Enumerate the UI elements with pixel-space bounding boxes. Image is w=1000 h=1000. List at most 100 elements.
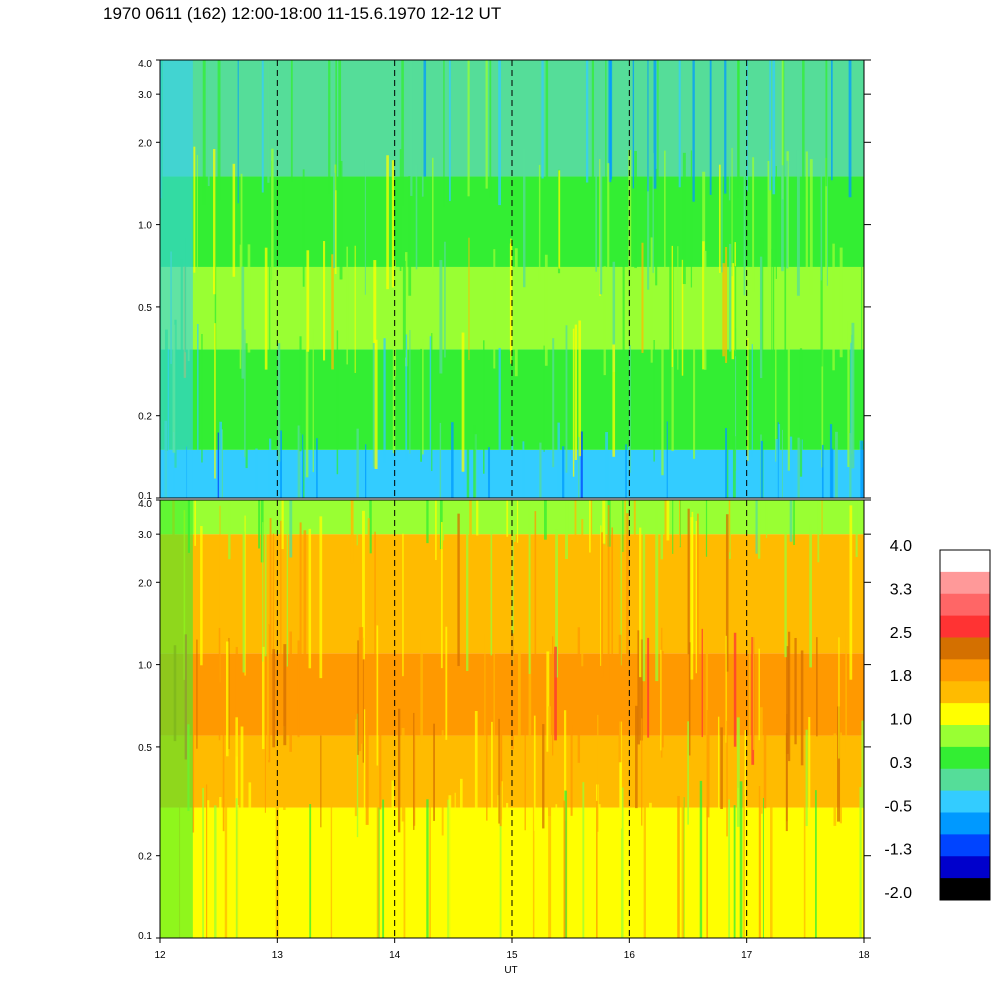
spectrum-streak [705, 500, 708, 557]
spectrum-streak [709, 60, 712, 195]
colorbar: 4.0 3.3 2.5 1.8 1.0 0.3 -0.5 -1.3 -2.0 [884, 538, 991, 902]
spectrum-streak [627, 446, 630, 498]
spectrum-streak [848, 60, 852, 198]
spectrum-streak [514, 248, 518, 377]
spectrum-streak [769, 149, 772, 293]
x-tick-label: 13 [272, 950, 284, 961]
spectrum-streak [302, 169, 305, 287]
spectrum-streak [202, 60, 206, 205]
spectrum-streak [678, 60, 681, 188]
spectrum-streak [574, 500, 577, 535]
colorbar-swatch [940, 593, 990, 617]
colorbar-swatch [940, 637, 990, 660]
spectrum-streak [821, 444, 824, 498]
spectrum-streak [772, 260, 775, 369]
spectrum-streak [394, 259, 397, 377]
spectrum-streak [545, 60, 549, 179]
spectrum-streak [239, 244, 242, 369]
colorbar-frame [939, 549, 991, 901]
spectrum-streak [655, 508, 659, 682]
spectrum-streak [775, 336, 777, 462]
spectrum-streak [820, 248, 823, 367]
spectrum-streak [649, 802, 652, 938]
spectrum-streak [799, 348, 803, 477]
spectrum-streak [734, 266, 737, 357]
spectrum-streak [607, 505, 610, 683]
spectrum-streak [511, 528, 514, 665]
spectrum-streak [214, 264, 217, 380]
spectrum-streak [222, 716, 225, 832]
spectrum-streak [721, 173, 723, 273]
spectrum-streak [612, 261, 616, 372]
spectrum-streak [563, 800, 566, 938]
y-tick-label: 1.0 [138, 661, 152, 672]
spectrum-streak [244, 329, 246, 458]
spectrum-streak [802, 60, 805, 197]
spectrum-streak [847, 321, 850, 467]
spectrum-streak [788, 631, 791, 762]
spectrum-streak [498, 718, 500, 824]
colorbar-swatch [940, 878, 990, 901]
spectrum-streak [415, 164, 418, 270]
spectrum-streak [597, 804, 601, 938]
spectrum-streak [589, 500, 591, 553]
spectrum-streak [633, 500, 636, 544]
spectrum-streak [442, 500, 445, 541]
spectrum-streak [451, 422, 454, 498]
spectrum-streak [778, 424, 781, 498]
spectrum-streak [851, 334, 853, 455]
spectrum-streak [312, 328, 314, 473]
spectrum-streak [192, 723, 195, 833]
spectrum-streak [336, 330, 339, 475]
spectrum-streak [752, 157, 755, 292]
spectrum-streak [786, 646, 789, 754]
spectrum-streak [786, 160, 789, 269]
spectrum-streak [405, 252, 408, 367]
spectrum-streak [391, 780, 395, 938]
colorbar-label: -1.3 [884, 842, 912, 859]
spectrum-streak [323, 241, 326, 361]
spectrum-streak [277, 343, 281, 462]
spectrum-streak [678, 500, 681, 547]
spectrum-streak [642, 518, 646, 682]
spectrum-streak [306, 250, 310, 352]
spectrum-streak [244, 515, 246, 676]
spectrum-streak [356, 500, 358, 546]
y-tick-label: 0.5 [138, 743, 152, 754]
spectrum-streak [565, 500, 569, 560]
colorbar-label: 0.3 [890, 755, 912, 772]
colorbar-swatch [940, 703, 990, 726]
spectrum-streak [777, 422, 779, 498]
spectrum-streak [681, 259, 684, 376]
spectrum-streak [386, 155, 389, 290]
spectrum-streak [435, 500, 437, 561]
spectrum-streak [423, 60, 427, 177]
spectrum-streak [733, 632, 737, 747]
spectrum-streak [736, 717, 740, 827]
spectrum-streak [330, 800, 333, 938]
spectrum-streak [240, 173, 243, 276]
spectrum-streak [832, 243, 835, 371]
spectrum-streak [647, 637, 650, 738]
y-tick-label: 0.1 [138, 931, 152, 942]
spectrum-streak [469, 500, 472, 546]
data-gap-region [160, 500, 193, 938]
spectrum-streak [228, 637, 230, 750]
spectrum-streak [671, 245, 673, 367]
spectrum-streak [539, 442, 542, 498]
colorbar-swatch [940, 659, 990, 682]
spectrum-streak [320, 735, 322, 828]
spectrum-streak [763, 708, 767, 809]
spectrum-streak [692, 60, 695, 202]
spectrum-streak [309, 804, 312, 938]
spectrum-streak [433, 723, 435, 821]
spectrum-streak [769, 60, 772, 191]
spectrum-streak [269, 251, 271, 353]
spectrum-streak [267, 60, 270, 183]
spectrum-streak [429, 778, 431, 938]
spectrum-streak [214, 323, 216, 479]
spectrum-streak [731, 263, 735, 360]
spectrum-streak [626, 513, 629, 682]
spectrum-streak [242, 531, 245, 673]
spectrum-streak [302, 434, 304, 498]
